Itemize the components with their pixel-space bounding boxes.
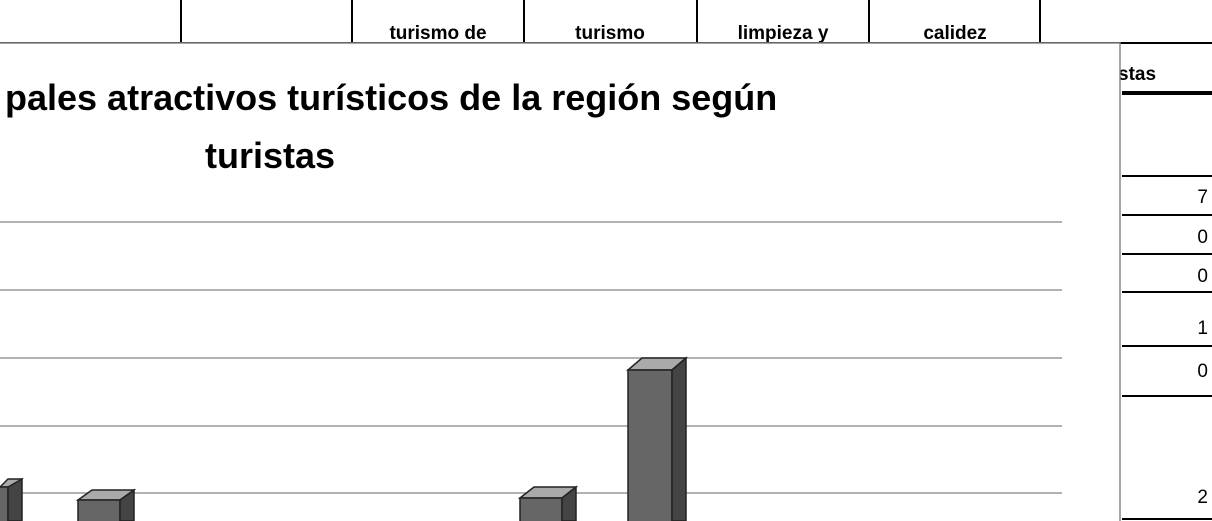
chart-title: pales atractivos turísticos de la región… xyxy=(5,77,777,118)
chart-title: turistas xyxy=(205,135,335,176)
value-cell: 7 xyxy=(1197,187,1208,208)
bar-side xyxy=(7,477,23,521)
header-cell: limpieza y xyxy=(738,23,829,44)
bar-side xyxy=(671,356,687,521)
bar xyxy=(519,497,563,521)
value-cell: 0 xyxy=(1197,227,1208,248)
chart-object[interactable]: pales atractivos turísticos de la región… xyxy=(0,42,1121,521)
header-cell: calidez xyxy=(923,23,986,44)
bar xyxy=(77,499,121,521)
header-cell: turismo xyxy=(575,23,645,44)
bar xyxy=(627,369,673,521)
header-cell: turismo de xyxy=(389,23,486,44)
value-cell: 0 xyxy=(1197,361,1208,382)
bars xyxy=(0,356,689,521)
value-cell: 2 xyxy=(1197,487,1208,508)
header-cell: stas xyxy=(1118,64,1156,85)
bar-side xyxy=(561,485,577,521)
value-cell: 1 xyxy=(1197,318,1208,339)
bar-side xyxy=(119,488,135,521)
chart-area[interactable] xyxy=(0,42,1121,521)
value-cell: 0 xyxy=(1197,266,1208,287)
bar xyxy=(0,486,9,521)
